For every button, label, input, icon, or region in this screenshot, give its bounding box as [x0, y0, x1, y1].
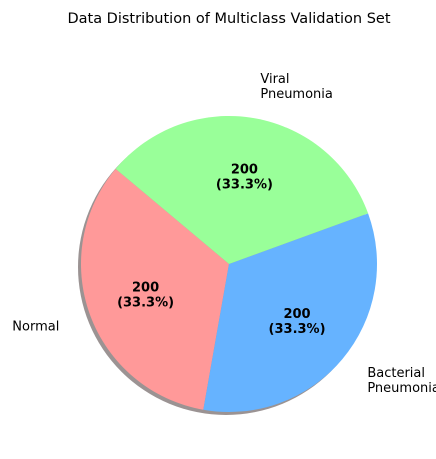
- data-label-bacterial-pneumonia: 200 (33.3%): [269, 307, 326, 337]
- pie-slices: [80, 116, 377, 412]
- slice-label-viral-pneumonia: Viral Pneumonia: [260, 72, 333, 102]
- chart-title: Data Distribution of Multiclass Validati…: [67, 11, 390, 27]
- data-label-normal: 200 (33.3%): [117, 280, 174, 310]
- pie-slice-normal: [80, 168, 229, 410]
- pie-labels: Normal 200 (33.3%) Bacterial Pneumonia 200 (33…: [12, 72, 436, 396]
- slice-label-bacterial-pneumonia: Bacterial Pneumonia: [367, 366, 436, 396]
- pie-slice-bacterial-pneumonia: [203, 213, 377, 412]
- slice-label-normal: Normal: [12, 319, 59, 334]
- data-label-viral-pneumonia: 200 (33.3%): [216, 163, 273, 193]
- pie-slice-viral-pneumonia: [115, 116, 369, 265]
